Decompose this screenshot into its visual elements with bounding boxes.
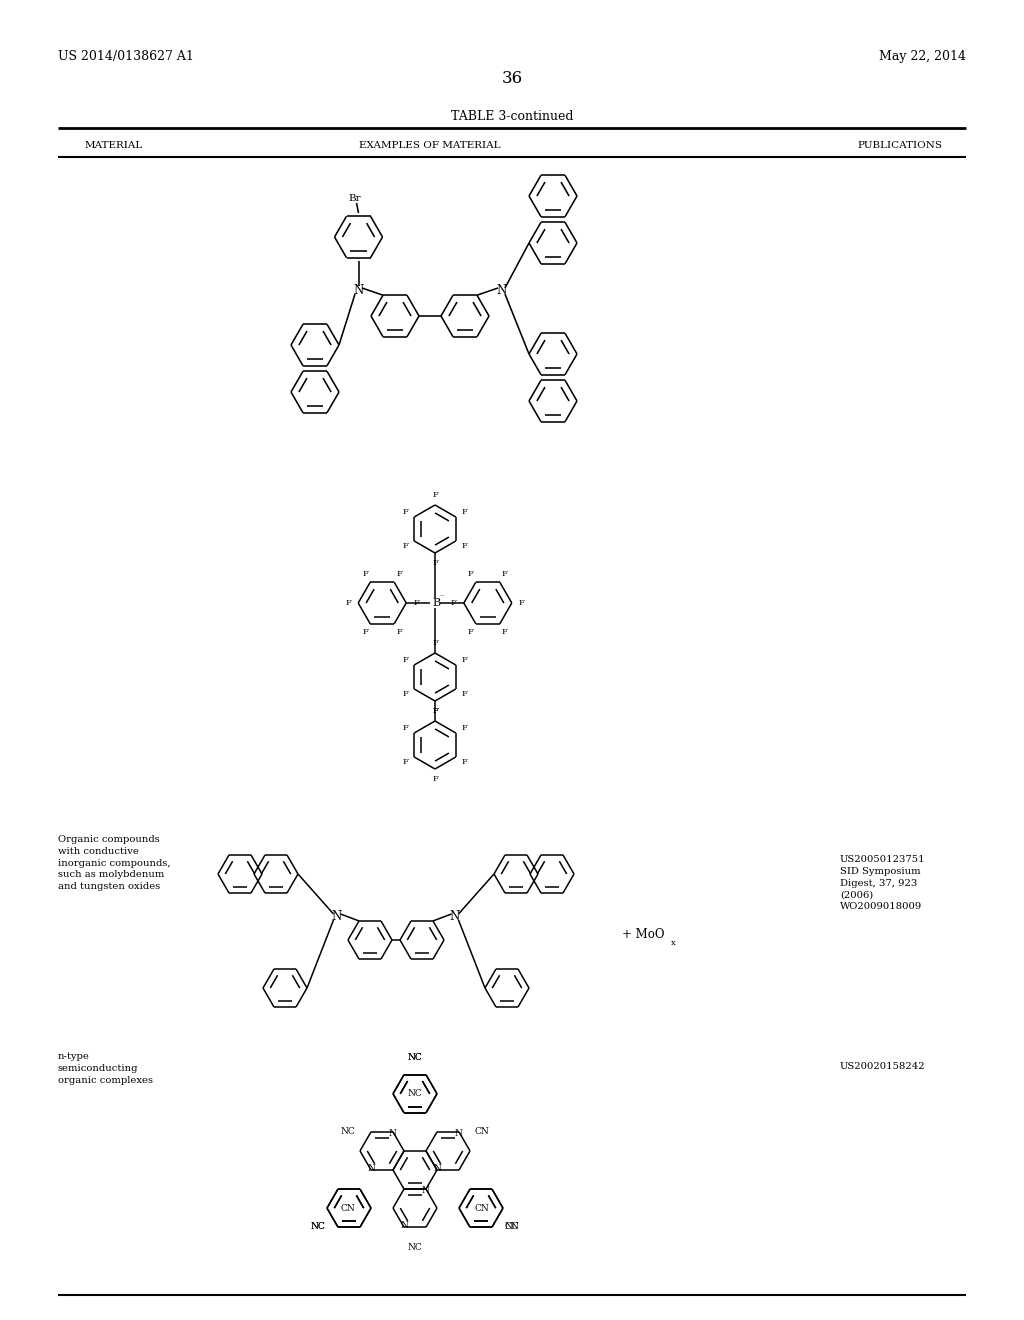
- Text: x: x: [671, 939, 676, 946]
- Text: F: F: [402, 656, 409, 664]
- Text: NC: NC: [310, 1221, 326, 1230]
- Text: F: F: [462, 758, 467, 766]
- Text: MATERIAL: MATERIAL: [85, 141, 143, 150]
- Text: CN: CN: [341, 1204, 355, 1213]
- Text: NC: NC: [408, 1089, 422, 1097]
- Text: NC: NC: [408, 1242, 422, 1251]
- Text: NC: NC: [408, 1053, 422, 1063]
- Text: F: F: [396, 628, 402, 636]
- Text: F: F: [462, 508, 467, 516]
- Text: Br: Br: [348, 194, 360, 203]
- Text: F: F: [414, 599, 419, 607]
- Text: US 2014/0138627 A1: US 2014/0138627 A1: [58, 50, 194, 63]
- Text: PUBLICATIONS: PUBLICATIONS: [857, 141, 942, 150]
- Text: TABLE 3-continued: TABLE 3-continued: [451, 110, 573, 123]
- Text: NC: NC: [341, 1127, 355, 1137]
- Text: N: N: [368, 1164, 376, 1173]
- Text: F: F: [451, 599, 457, 607]
- Text: N: N: [455, 1129, 462, 1138]
- Text: F: F: [462, 543, 467, 550]
- Text: CN: CN: [474, 1204, 489, 1213]
- Text: F: F: [362, 628, 369, 636]
- Text: F: F: [345, 599, 351, 607]
- Text: F: F: [432, 558, 438, 568]
- Text: F: F: [402, 508, 409, 516]
- Text: NC: NC: [505, 1221, 519, 1230]
- Text: F: F: [396, 569, 402, 578]
- Text: Organic compounds
with conductive
inorganic compounds,
such as molybdenum
and tu: Organic compounds with conductive inorga…: [58, 836, 171, 891]
- Text: EXAMPLES OF MATERIAL: EXAMPLES OF MATERIAL: [359, 141, 501, 150]
- Text: F: F: [402, 758, 409, 766]
- Text: F: F: [462, 656, 467, 664]
- Text: NC: NC: [408, 1053, 422, 1063]
- Text: F: F: [462, 723, 467, 733]
- Text: ⁻: ⁻: [440, 593, 444, 602]
- Text: CN: CN: [474, 1127, 489, 1137]
- Text: CN: CN: [505, 1221, 519, 1230]
- Text: N: N: [353, 285, 364, 297]
- Text: F: F: [502, 628, 508, 636]
- Text: F: F: [462, 690, 467, 698]
- Text: NC: NC: [310, 1221, 326, 1230]
- Text: F: F: [502, 569, 508, 578]
- Text: N: N: [421, 1187, 429, 1195]
- Text: 36: 36: [502, 70, 522, 87]
- Text: + MoO: + MoO: [622, 928, 665, 941]
- Text: F: F: [362, 569, 369, 578]
- Text: N: N: [497, 285, 507, 297]
- Text: F: F: [468, 569, 474, 578]
- Text: F: F: [432, 708, 438, 715]
- Text: n-type
semiconducting
organic complexes: n-type semiconducting organic complexes: [58, 1052, 153, 1085]
- Text: N: N: [401, 1221, 409, 1230]
- Text: F: F: [468, 628, 474, 636]
- Text: B: B: [432, 598, 440, 609]
- Text: F: F: [519, 599, 524, 607]
- Text: F: F: [432, 708, 438, 715]
- Text: N: N: [450, 911, 460, 924]
- Text: N: N: [332, 911, 342, 924]
- Text: US20020158242: US20020158242: [840, 1063, 926, 1071]
- Text: N: N: [388, 1129, 396, 1138]
- Text: N: N: [434, 1164, 441, 1173]
- Text: May 22, 2014: May 22, 2014: [879, 50, 966, 63]
- Text: F: F: [402, 690, 409, 698]
- Text: F: F: [402, 723, 409, 733]
- Text: F: F: [432, 639, 438, 647]
- Text: US20050123751
SID Symposium
Digest, 37, 923
(2006)
WO2009018009: US20050123751 SID Symposium Digest, 37, …: [840, 855, 926, 911]
- Text: F: F: [432, 775, 438, 783]
- Text: F: F: [432, 491, 438, 499]
- Text: F: F: [402, 543, 409, 550]
